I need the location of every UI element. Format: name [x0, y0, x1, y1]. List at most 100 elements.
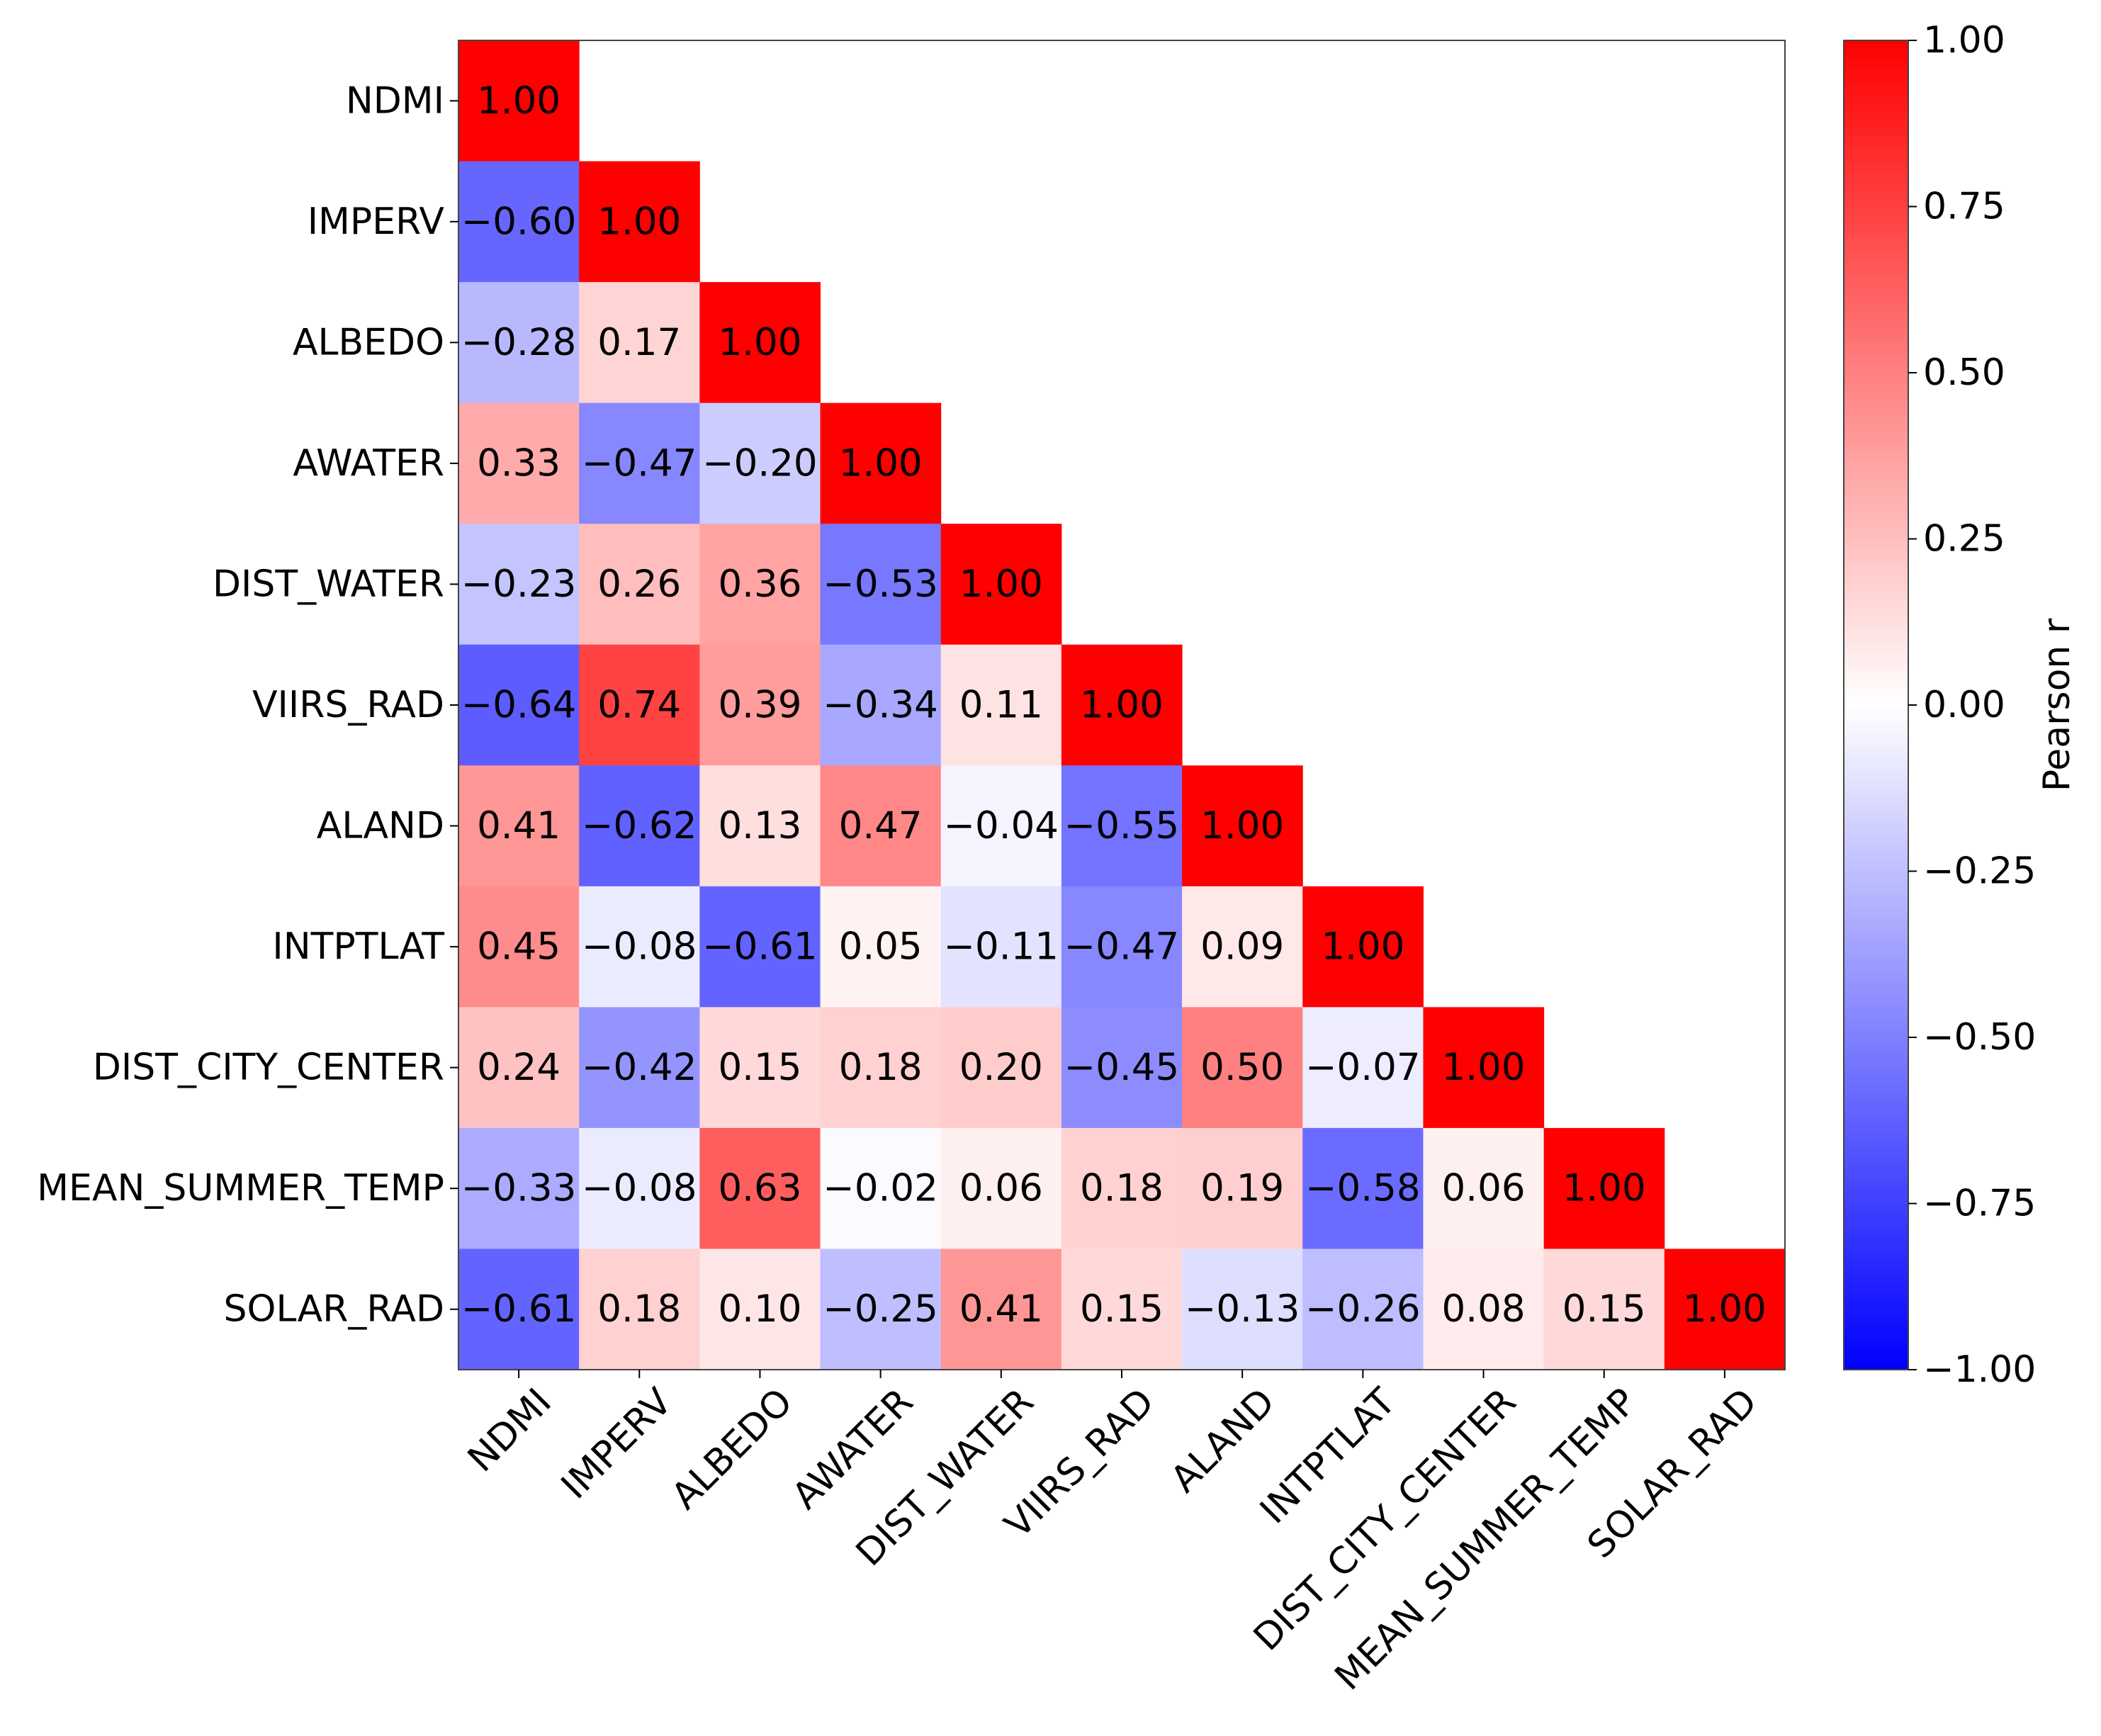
y-tick-label: INTPTLAT — [272, 925, 444, 968]
heatmap-cell — [820, 644, 942, 766]
cell-value-label: 0.18 — [839, 1046, 923, 1089]
cell-value-label: 1.00 — [839, 441, 923, 485]
heatmap-cell — [1182, 765, 1303, 887]
heatmap-cell — [820, 1249, 942, 1370]
colorbar-tick-label: −1.00 — [1923, 1348, 2036, 1391]
heatmap-cell — [940, 765, 1062, 887]
cell-value-label: 1.00 — [1683, 1287, 1767, 1331]
cell-value-label: −0.25 — [823, 1287, 937, 1331]
cell-value-label: 0.18 — [1080, 1167, 1164, 1210]
cell-value-label: 0.08 — [1442, 1287, 1526, 1331]
heatmap-cell — [699, 765, 821, 887]
heatmap-cell — [940, 886, 1062, 1008]
colorbar-tick-label: 0.75 — [1923, 186, 2005, 228]
cell-value-label: 1.00 — [1442, 1046, 1526, 1089]
cell-value-label: 0.74 — [597, 684, 681, 727]
colorbar-tick-label: 1.00 — [1923, 19, 2005, 62]
cell-value-label: 0.24 — [477, 1046, 561, 1089]
cell-value-label: −0.47 — [1064, 925, 1179, 969]
colorbar-tick-label: −0.25 — [1923, 850, 2036, 893]
heatmap-cell — [699, 1249, 821, 1370]
heatmap-cell — [579, 765, 700, 887]
heatmap-cell — [1302, 1249, 1424, 1370]
y-axis: NDMI IMPERV ALBEDO AWATER DIST_WATER VIIRS_RA… — [37, 79, 458, 1331]
y-tick-label: DIST_CITY_CENTER — [93, 1047, 444, 1089]
x-axis: NDMIIMPERVALBEDOAWATERDIST_WATERVIIRS_RA… — [460, 1370, 1766, 1698]
cell-value-label: −0.23 — [461, 563, 576, 606]
cell-value-label: −0.61 — [461, 1287, 576, 1331]
cell-value-label: 0.17 — [597, 321, 681, 364]
cell-value-label: −0.61 — [702, 925, 817, 969]
heatmap-cell — [458, 644, 580, 766]
colorbar-gradient — [1843, 40, 1909, 1370]
cell-value-label: 1.00 — [718, 321, 801, 364]
cell-value-label: 0.39 — [718, 684, 801, 727]
cell-value-label: −0.62 — [582, 804, 697, 847]
cell-value-label: −0.34 — [823, 684, 937, 727]
heatmap-cell — [1302, 1127, 1424, 1249]
cell-value-label: 0.47 — [839, 804, 923, 847]
colorbar-tick-label: −0.50 — [1923, 1016, 2036, 1059]
y-tick-label: SOLAR_RAD — [224, 1288, 444, 1331]
heatmap-cell — [1423, 1007, 1545, 1129]
cell-value-label: −0.64 — [461, 684, 576, 727]
heatmap-cell — [699, 402, 821, 524]
heatmap-cell — [820, 1007, 942, 1129]
heatmap-cell — [820, 886, 942, 1008]
cell-value-label: −0.08 — [582, 925, 697, 969]
y-tick-label: DIST_WATER — [213, 563, 444, 605]
heatmap-cell — [1664, 1249, 1786, 1370]
y-tick-label: NDMI — [346, 79, 444, 122]
heatmap-cell — [1302, 886, 1424, 1008]
cell-value-label: 0.06 — [959, 1167, 1043, 1210]
heatmap-cell — [1061, 1007, 1183, 1129]
cell-value-label: 0.63 — [718, 1167, 801, 1210]
cell-value-label: 1.00 — [597, 200, 681, 243]
colorbar-tick-label: −0.75 — [1923, 1183, 2036, 1225]
cell-value-label: 0.18 — [597, 1287, 681, 1331]
cell-value-label: 0.33 — [477, 441, 561, 485]
heatmap-cell — [1423, 1249, 1545, 1370]
cell-value-label: −0.11 — [944, 925, 1059, 969]
cell-value-label: 1.00 — [477, 79, 561, 123]
colorbar-tick-label: 0.25 — [1923, 518, 2005, 560]
cell-value-label: 0.15 — [1080, 1287, 1164, 1331]
heatmap-cell — [1061, 644, 1183, 766]
heatmap-cell — [940, 524, 1062, 646]
y-tick-label: MEAN_SUMMER_TEMP — [37, 1167, 444, 1210]
x-tick-label: ALAND — [1163, 1380, 1283, 1501]
cell-value-label: 0.41 — [959, 1287, 1043, 1331]
cell-value-label: −0.07 — [1305, 1046, 1420, 1089]
heatmap-cell — [1182, 886, 1303, 1008]
cell-value-label: 1.00 — [1080, 684, 1164, 727]
heatmap-cell — [820, 765, 942, 887]
heatmap-cell — [699, 886, 821, 1008]
heatmap-cell — [1061, 886, 1183, 1008]
heatmap-cell — [458, 765, 580, 887]
heatmap-cell — [579, 524, 700, 646]
heatmap-cell — [820, 524, 942, 646]
colorbar: 1.00 0.75 0.50 0.25 0.00 −0.25 −0.50 −0.75 −1.00 — [1843, 19, 2036, 1391]
cell-value-label: −0.28 — [461, 321, 576, 364]
heatmap-cell — [458, 40, 580, 162]
heatmap-cell — [458, 1127, 580, 1249]
colorbar-label: Pearson r — [2036, 618, 2078, 791]
colorbar-tick-label: 0.50 — [1923, 351, 2005, 394]
heatmap-cell — [458, 1007, 580, 1129]
heatmap-cell — [1423, 1127, 1545, 1249]
y-tick-label: AWATER — [293, 442, 444, 485]
heatmap-cell — [579, 282, 700, 404]
cell-value-label: 0.11 — [959, 684, 1043, 727]
heatmap-cell — [699, 524, 821, 646]
cell-value-label: 0.10 — [718, 1287, 801, 1331]
cell-value-label: −0.58 — [1305, 1167, 1420, 1210]
colorbar-tick-label: 0.00 — [1923, 684, 2005, 726]
cell-value-label: 0.20 — [959, 1046, 1043, 1089]
y-tick-label: IMPERV — [308, 201, 445, 243]
cell-value-label: 0.13 — [718, 804, 801, 847]
heatmap-cell — [1302, 1007, 1424, 1129]
heatmap-cell — [1543, 1127, 1665, 1249]
cell-value-label: 0.26 — [597, 563, 681, 606]
heatmap-cell — [820, 402, 942, 524]
